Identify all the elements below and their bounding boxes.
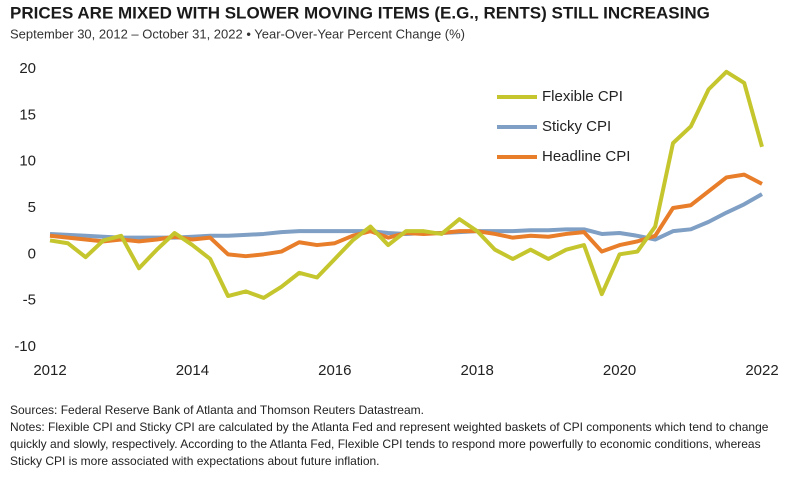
notes: Notes: Flexible CPI and Sticky CPI are c… (10, 420, 769, 468)
x-tick-label: 2016 (318, 362, 351, 379)
x-tick-label: 2018 (461, 362, 494, 379)
y-tick-label: 15 (19, 106, 36, 123)
chart-title: PRICES ARE MIXED WITH SLOWER MOVING ITEM… (10, 3, 710, 22)
legend-label: Headline CPI (542, 148, 630, 165)
footnotes: Sources: Federal Reserve Bank of Atlanta… (10, 402, 780, 470)
chart: PRICES ARE MIXED WITH SLOWER MOVING ITEM… (10, 3, 779, 379)
legend-label: Sticky CPI (542, 118, 611, 135)
sources: Sources: Federal Reserve Bank of Atlanta… (10, 403, 424, 417)
chart-subtitle: September 30, 2012 – October 31, 2022 • … (10, 26, 465, 41)
x-tick-label: 2022 (745, 362, 778, 379)
series-line (49, 172, 763, 259)
x-tick-label: 2012 (33, 362, 66, 379)
y-tick-label: 20 (19, 60, 36, 77)
x-tick-label: 2014 (176, 362, 209, 379)
legend-label: Flexible CPI (542, 88, 623, 105)
series-line (49, 69, 764, 300)
x-tick-label: 2020 (603, 362, 636, 379)
y-tick-label: 10 (19, 153, 36, 170)
y-tick-label: -5 (23, 292, 36, 309)
y-tick-label: -10 (14, 338, 36, 355)
y-tick-label: 5 (28, 199, 36, 216)
y-tick-label: 0 (28, 245, 36, 262)
